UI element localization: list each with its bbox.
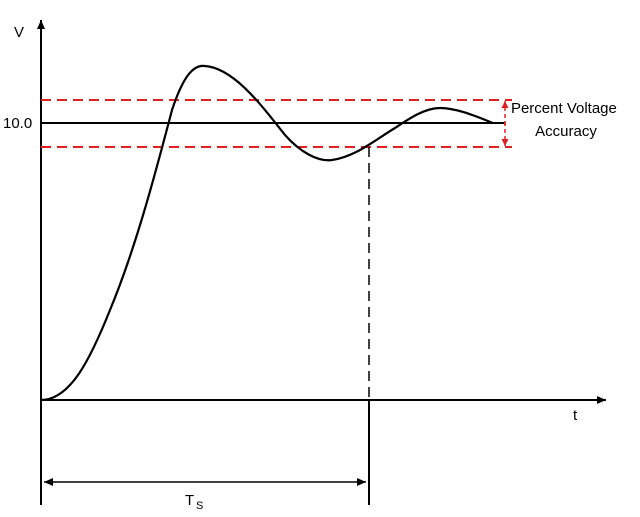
y-axis-label: V [14, 24, 24, 41]
settling-time-label-main: T [185, 492, 194, 509]
tolerance-label: Percent Voltage Accuracy [511, 100, 621, 140]
tolerance-label-line2: Accuracy [535, 123, 597, 140]
reference-value-label: 10.0 [3, 115, 32, 132]
tolerance-label-line1: Percent Voltage [511, 100, 617, 117]
settling-time-label-sub: S [196, 500, 203, 512]
response-curve [40, 64, 494, 402]
settling-time-label: T S [185, 492, 203, 512]
x-axis-label: t [573, 407, 578, 424]
